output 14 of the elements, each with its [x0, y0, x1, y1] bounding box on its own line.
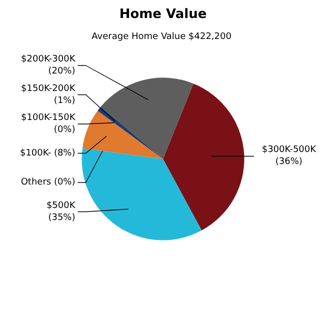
category-label: Others (0%): [20, 178, 76, 188]
data-label: (20%): [48, 66, 76, 76]
legend-label: $100K-150K: [21, 113, 76, 123]
slice-label: $200K-300K: [21, 54, 76, 64]
data-label: (1%): [54, 96, 76, 106]
text: (0%): [54, 125, 76, 135]
slice-label: $150K-200K: [21, 84, 76, 94]
data-label: (36%): [275, 157, 302, 168]
slice-label: $100K- (8%): [20, 148, 76, 158]
chart-subtitle: Average Home Value $422,200: [92, 32, 232, 42]
slice-label: $500K: [46, 200, 76, 211]
slice-label: $300K-500K: [262, 145, 318, 156]
data-label: (35%): [48, 212, 76, 223]
chart-title: Home Value: [119, 6, 207, 22]
